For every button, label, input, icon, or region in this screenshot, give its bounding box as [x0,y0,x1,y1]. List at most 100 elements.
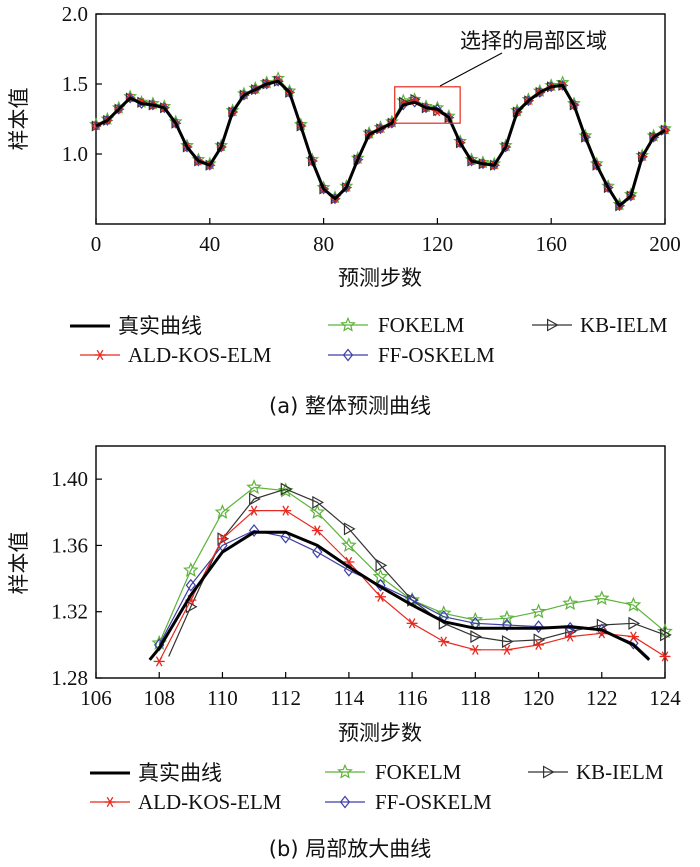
chart-b-series-ald-kos-elm-point [627,631,639,642]
chart-b-legend-label-ald: ALD-KOS-ELM [138,790,282,814]
chart-b-series-ald-kos-elm-point [659,651,671,662]
chart-a-annotation-leader [439,52,503,87]
chart-b-legend: 真实曲线 FOKELM KB-IELM ALD-KOS-ELM FF-OSKEL… [90,760,664,814]
chart-a-xtick-label: 120 [422,232,454,256]
chart-a-ylabel: 样本值 [7,88,31,151]
chart-b-legend-label-kbielm: KB-IELM [576,760,664,784]
chart-a-legend-label-truth: 真实曲线 [118,314,202,338]
chart-b-series-fokelm-point [530,603,547,619]
chart-b-series-ff-oskelm-point [248,524,260,537]
chart-b-series-fokelm-point [625,596,642,612]
chart-b-xtick-label: 112 [270,686,301,710]
chart-a-legend-swatch-marker [546,318,559,332]
chart-b-xtick-label: 110 [207,686,238,710]
chart-a-series-ff-oskelm-point [455,137,465,149]
chart-a-series-ff-oskelm-point [660,124,670,136]
chart-a-x-ticks: 0 40 80 120 160 200 [91,218,681,256]
chart-b-legend-swatch-kbielm [528,765,568,779]
chart-a-xtick-label: 80 [313,232,334,256]
chart-b-xtick-label: 122 [586,686,618,710]
chart-a-legend: 真实曲线 FOKELM KB-IELM ALD-KOS-ELM FF-OSKEL… [70,313,668,367]
chart-b-plot-frame [95,445,666,679]
chart-a-series-ff-oskelm-point [353,154,363,166]
chart-b-xtick-label: 114 [334,686,365,710]
chart-a-caption: (a) 整体预测曲线 [269,394,431,418]
chart-a-legend-label-kbielm: KB-IELM [580,313,668,337]
chart-a-series-ff-oskelm-point [307,155,317,167]
chart-b-series-kb-ielm-point [501,635,514,649]
chart-b-series-kb-ielm-point [659,628,672,642]
chart-a-series-ff-oskelm-point [501,141,511,153]
chart-b-series-fokelm-point [341,537,357,553]
chart-b-series-ald-kos-elm-point [280,505,292,516]
chart-b-legend-label-truth: 真实曲线 [138,761,222,785]
chart-b-series-fokelm-point [593,590,610,606]
chart-a-legend-swatch-ald [80,349,120,361]
chart-b-series-ff-oskelm-point [533,620,544,634]
chart-b-series-kb-ielm-point [280,482,293,496]
chart-a-legend-label-fokelm: FOKELM [378,313,465,337]
chart-a-series-ff-oskelm-point [592,159,602,171]
chart-a-legend-swatch-marker [342,348,354,362]
chart-a-ytick-label: 1.0 [62,142,88,166]
chart-a-y-ticks: 1.0 1.5 2.0 [62,2,102,166]
chart-b-series-ald-kos-elm-point [153,656,165,667]
chart-a-xlabel: 预测步数 [338,266,422,290]
chart-a-series-ff-oskelm-point [580,131,590,143]
chart-b-series-kb-ielm-point [596,618,609,632]
chart-b-legend-swatch-fokelm [325,763,365,779]
chart-b-series-fokelm-point [562,595,578,611]
chart-a-legend-swatch-ffoskelm [328,348,368,362]
chart-b-series-ald-kos-elm-point [438,636,450,647]
chart-b-series-ff-oskelm-point [185,578,197,592]
chart-b-series-ff-oskelm-point [280,530,291,544]
chart-b-series-fokelm-point [246,479,262,495]
chart-b-series-ff-oskelm-point [312,545,323,559]
chart-a-xtick-label: 200 [649,232,681,256]
chart-b-legend-label-fokelm: FOKELM [375,760,462,784]
chart-b-series-fokelm-point [183,562,199,577]
chart-b-y-ticks: 1.28 1.32 1.36 1.40 [51,467,102,690]
chart-b-series-fokelm-point [309,504,326,519]
chart-b-legend-swatch-marker [339,795,351,809]
chart-a-series-ff-oskelm-point [216,141,226,153]
chart-a-highlight-box [394,86,461,124]
chart-b-legend-swatch-ald [90,796,130,808]
chart-b-legend-swatch-marker [337,763,353,779]
chart-b-xtick-label: 124 [649,686,681,710]
chart-a-series [89,71,672,212]
chart-b-series-truth-line [148,530,651,661]
chart-b-series-ald-kos-elm-point [406,618,418,629]
chart-b-series-ald-kos-elm-point [375,591,386,602]
chart-b-series-kb-ielm-line [168,488,666,657]
chart-a-legend-swatch-marker [340,316,356,332]
chart-a-ytick-label: 1.5 [62,72,88,96]
chart-a-xtick-label: 160 [535,232,567,256]
chart-b-ytick-label: 1.36 [51,533,88,557]
chart-a-legend-swatch-marker [94,349,106,361]
chart-a-xtick-label: 0 [91,232,102,256]
chart-b-xtick-label: 108 [143,686,175,710]
chart-a-series-ff-oskelm-point [341,182,351,194]
chart-b-series-ff-oskelm-point [501,618,513,632]
chart-b-zoom: 1.28 1.32 1.36 1.40 106 108 110 112 114 116 118 12… [7,445,681,861]
chart-a-legend-label-ald: ALD-KOS-ELM [128,343,272,367]
chart-b-xlabel: 预测步数 [338,721,422,745]
chart-b-series-ald-kos-elm-point [248,505,260,516]
chart-b-series-fokelm-point [214,504,231,519]
chart-b-legend-swatch-marker [104,796,116,808]
chart-b-series-kb-ielm-point [343,522,356,536]
chart-a-ytick-label: 2.0 [62,2,88,26]
chart-a-series-ald-kos-elm-line [95,79,666,207]
chart-a-series-fokelm-line [95,77,666,205]
chart-b-series-ald-kos-elm-line [158,510,666,662]
chart-b-series-kb-ielm-point [312,495,325,509]
chart-b-xtick-label: 106 [80,686,112,710]
chart-a-series-ff-oskelm-point [626,190,636,202]
chart-a-overall: 1.0 1.5 2.0 0 40 80 120 160 200 选择的局部区域 样本值 预测步… [7,2,681,418]
chart-b-x-ticks: 106 108 110 112 114 116 118 120 122 124 [80,672,681,710]
chart-a-legend-swatch-kbielm [532,318,572,332]
chart-b-legend-label-ffoskelm: FF-OSKELM [375,790,492,814]
chart-b-ytick-label: 1.28 [51,666,88,690]
